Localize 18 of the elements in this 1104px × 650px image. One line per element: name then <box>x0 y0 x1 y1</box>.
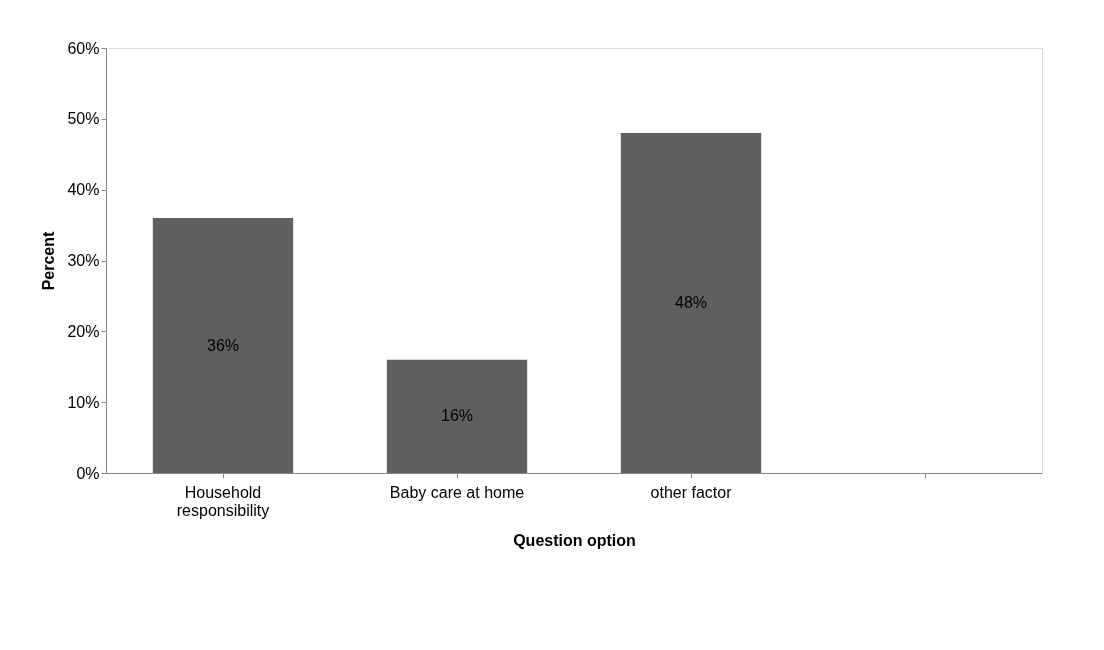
data-label: 36% <box>206 336 240 354</box>
y-tick-label: 40% <box>67 181 100 199</box>
y-tick-label: 20% <box>67 322 100 340</box>
x-tick-label: other factor <box>650 483 733 501</box>
x-axis-title: Question option <box>513 531 636 549</box>
y-tick-label: 0% <box>76 464 100 482</box>
bar <box>152 218 294 473</box>
y-tick-label: 60% <box>67 39 100 57</box>
y-tick-label: 50% <box>67 110 100 128</box>
x-tick-label: Household responsibility <box>176 483 270 519</box>
bar <box>386 359 528 473</box>
y-tick-label: 10% <box>67 393 100 411</box>
y-axis-title: Percent <box>40 230 58 291</box>
y-tick-label: 30% <box>67 252 100 269</box>
x-tick-label: Baby care at home <box>389 483 525 501</box>
data-label: 48% <box>674 294 708 311</box>
data-label: 16% <box>440 407 474 425</box>
bar <box>620 133 762 473</box>
